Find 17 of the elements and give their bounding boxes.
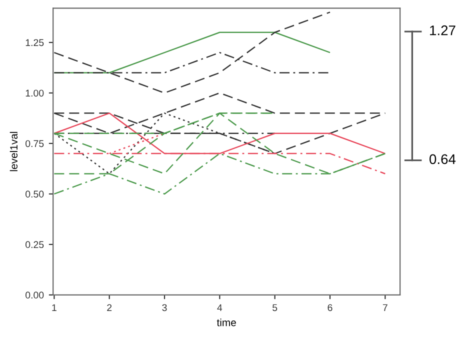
x-tick-label: 6: [328, 304, 332, 312]
x-tick-label: 4: [217, 304, 222, 312]
y-tick-label: 0.75: [26, 140, 44, 148]
x-tick-label: 3: [162, 304, 167, 312]
text: 0.64: [430, 154, 456, 164]
x-tick-label: 2: [107, 304, 112, 312]
y-tick-label: 1.25: [26, 39, 44, 46]
x-axis-title: time: [216, 318, 236, 326]
x-tick-label: 5: [272, 304, 278, 312]
y-tick-label: 0.25: [26, 241, 44, 248]
x-tick-label: 1: [52, 304, 56, 312]
x-tick-label: 7: [382, 304, 388, 312]
y-tick-label: 1.00: [26, 90, 44, 97]
y-tick-label: 0.00: [26, 292, 44, 299]
y-tick-label: 0.50: [26, 190, 44, 198]
y-axis-title: level1val: [10, 132, 18, 172]
text: 1.27: [430, 25, 456, 36]
